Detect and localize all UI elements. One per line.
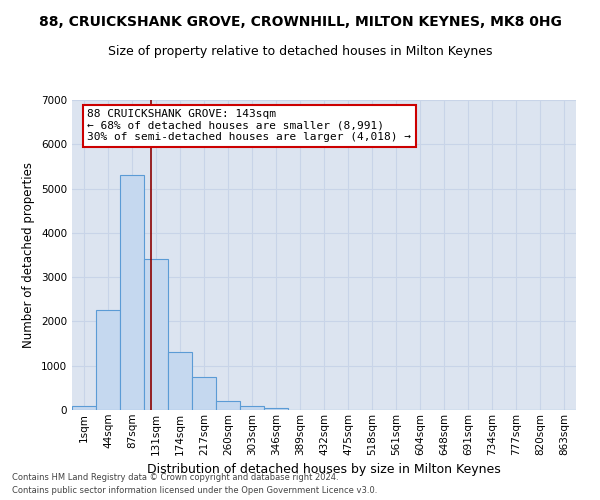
Bar [120,176,144,410]
Bar [240,406,264,410]
Text: Contains HM Land Registry data © Crown copyright and database right 2024.: Contains HM Land Registry data © Crown c… [12,474,338,482]
Text: Contains public sector information licensed under the Open Government Licence v3: Contains public sector information licen… [12,486,377,495]
Text: Size of property relative to detached houses in Milton Keynes: Size of property relative to detached ho… [108,45,492,58]
Bar [216,401,240,410]
X-axis label: Distribution of detached houses by size in Milton Keynes: Distribution of detached houses by size … [147,463,501,476]
Text: 88, CRUICKSHANK GROVE, CROWNHILL, MILTON KEYNES, MK8 0HG: 88, CRUICKSHANK GROVE, CROWNHILL, MILTON… [38,15,562,29]
Bar [144,260,168,410]
Bar [168,352,192,410]
Bar [72,406,96,410]
Bar [96,310,120,410]
Text: 88 CRUICKSHANK GROVE: 143sqm
← 68% of detached houses are smaller (8,991)
30% of: 88 CRUICKSHANK GROVE: 143sqm ← 68% of de… [87,110,411,142]
Bar [192,377,216,410]
Bar [264,408,288,410]
Y-axis label: Number of detached properties: Number of detached properties [22,162,35,348]
